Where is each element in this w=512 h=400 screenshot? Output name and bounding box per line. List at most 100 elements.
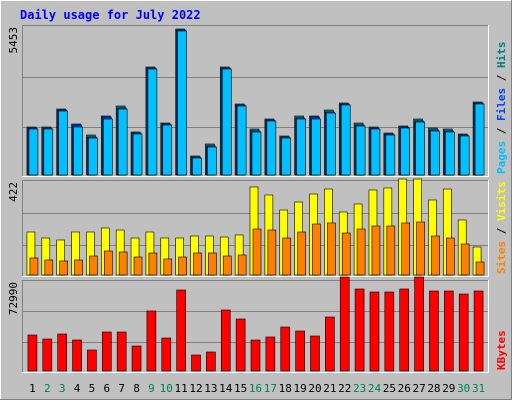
bars-kbytes (27, 276, 484, 372)
x-tick-label: 12 (189, 382, 202, 395)
bar-visits-day-29-s1 (446, 237, 455, 276)
bar-kbytes-day-4-s0 (72, 339, 82, 372)
x-tick-label: 26 (398, 382, 411, 395)
bar-hits-day-15-s2 (236, 105, 247, 176)
bar-kbytes-day-14-s0 (220, 309, 231, 372)
bar-visits-day-12-s1 (193, 252, 202, 276)
bar-visits-day-23-s1 (356, 228, 366, 276)
legend-separator: / (495, 68, 508, 88)
bar-kbytes-day-20-s0 (310, 335, 320, 372)
bar-hits-day-23-s2 (355, 125, 366, 176)
bar-visits-day-19-s1 (297, 231, 306, 276)
panel-visits: 422 Sites / Visits (7, 178, 508, 277)
bar-kbytes-day-2-s0 (42, 338, 53, 372)
bar-kbytes-day-11-s0 (176, 289, 186, 372)
x-tick-label: 25 (383, 382, 396, 395)
bar-hits-day-26-s2 (400, 127, 411, 176)
bar-visits-day-31-s1 (475, 261, 485, 276)
x-tick-label: 17 (264, 382, 277, 395)
panel-kbytes: 72990 KBytes (7, 276, 508, 373)
x-tick-label: 3 (59, 382, 66, 395)
x-tick-label: 7 (118, 382, 125, 395)
bar-visits-day-1-s1 (29, 257, 39, 276)
x-tick-label: 13 (204, 382, 217, 395)
x-tick-label: 11 (175, 382, 188, 395)
legend-kbytes: KBytes (495, 330, 508, 370)
bar-kbytes-day-31-s0 (473, 290, 484, 372)
bar-hits-day-18-s2 (281, 137, 292, 176)
x-tick-label: 22 (338, 382, 351, 395)
bar-visits-day-8-s1 (133, 256, 143, 276)
legend-separator: / (495, 221, 508, 241)
bar-kbytes-day-6-s0 (101, 331, 112, 372)
x-tick-label: 20 (308, 382, 321, 395)
bar-visits-day-14-s1 (222, 255, 232, 276)
bar-visits-day-13-s1 (208, 252, 217, 276)
bar-kbytes-day-15-s0 (235, 318, 246, 372)
bar-hits-day-9-s2 (147, 68, 158, 176)
bar-hits-day-27-s2 (415, 121, 425, 176)
bar-visits-day-26-s1 (401, 222, 411, 276)
bar-visits-day-2-s1 (44, 259, 54, 276)
bar-visits-day-25-s1 (386, 225, 396, 276)
bar-kbytes-day-3-s0 (57, 333, 67, 372)
legend-separator: / (495, 121, 508, 141)
chart-title: Daily usage for July 2022 (20, 8, 201, 22)
bar-hits-day-12-s2 (192, 157, 202, 176)
bar-kbytes-day-13-s0 (206, 351, 216, 372)
bar-hits-day-2-s2 (43, 128, 54, 176)
legend-item-kbytes: KBytes (495, 330, 508, 370)
x-tick-label: 10 (160, 382, 173, 395)
bar-hits-day-3-s2 (58, 110, 68, 176)
bars-visits (26, 178, 485, 276)
x-tick-label: 29 (442, 382, 455, 395)
x-tick-label: 9 (148, 382, 155, 395)
bar-visits-day-5-s1 (89, 255, 98, 276)
bar-hits-day-29-s2 (445, 131, 455, 176)
bar-visits-day-3-s1 (59, 260, 68, 276)
bar-visits-day-30-s1 (460, 243, 470, 276)
bar-kbytes-day-1-s0 (27, 334, 38, 372)
bar-visits-day-24-s1 (371, 225, 381, 276)
bar-hits-day-16-s2 (251, 131, 262, 176)
bar-hits-day-24-s2 (370, 128, 381, 176)
bar-kbytes-day-27-s0 (414, 276, 424, 372)
bar-kbytes-day-22-s0 (339, 276, 350, 372)
x-tick-label: 14 (219, 382, 233, 395)
legend-item-sites: Sites (495, 241, 508, 274)
x-tick-label: 28 (427, 382, 440, 395)
bar-kbytes-day-26-s0 (399, 288, 410, 372)
bar-visits-day-27-s1 (416, 221, 425, 276)
legend-hits: Pages / Files / Hits (495, 42, 508, 175)
x-tick-label: 27 (412, 382, 425, 395)
bar-kbytes-day-8-s0 (131, 345, 142, 372)
bar-hits-day-6-s2 (102, 118, 113, 176)
bar-kbytes-day-5-s0 (87, 349, 97, 372)
bar-visits-day-17-s1 (267, 229, 277, 276)
bar-hits-day-1-s2 (28, 128, 39, 176)
bar-hits-day-13-s2 (207, 146, 217, 176)
legend-item-hits: Hits (495, 42, 508, 69)
bar-hits-day-30-s2 (459, 135, 470, 176)
bar-kbytes-day-25-s0 (384, 291, 395, 372)
bar-kbytes-day-7-s0 (116, 331, 127, 372)
bar-kbytes-day-19-s0 (295, 330, 305, 372)
bar-visits-day-28-s1 (431, 235, 440, 276)
bar-kbytes-day-30-s0 (458, 293, 469, 372)
panel-hits: 5453 Pages / Files / Hits (7, 25, 508, 177)
x-tick-label: 4 (74, 382, 81, 395)
bar-hits-day-21-s2 (326, 112, 336, 176)
legend-visits: Sites / Visits (495, 181, 508, 274)
bar-hits-day-19-s2 (296, 118, 306, 176)
bar-visits-day-11-s1 (178, 256, 187, 276)
bar-hits-day-8-s2 (132, 133, 143, 176)
bar-visits-day-6-s1 (103, 250, 113, 276)
bar-hits-day-4-s2 (73, 126, 83, 176)
x-tick-label: 21 (323, 382, 336, 395)
x-tick-label: 23 (353, 382, 366, 395)
bar-kbytes-day-21-s0 (325, 316, 335, 372)
x-tick-label: 2 (44, 382, 51, 395)
bar-hits-day-31-s2 (474, 103, 485, 176)
bar-hits-day-25-s2 (385, 134, 396, 176)
